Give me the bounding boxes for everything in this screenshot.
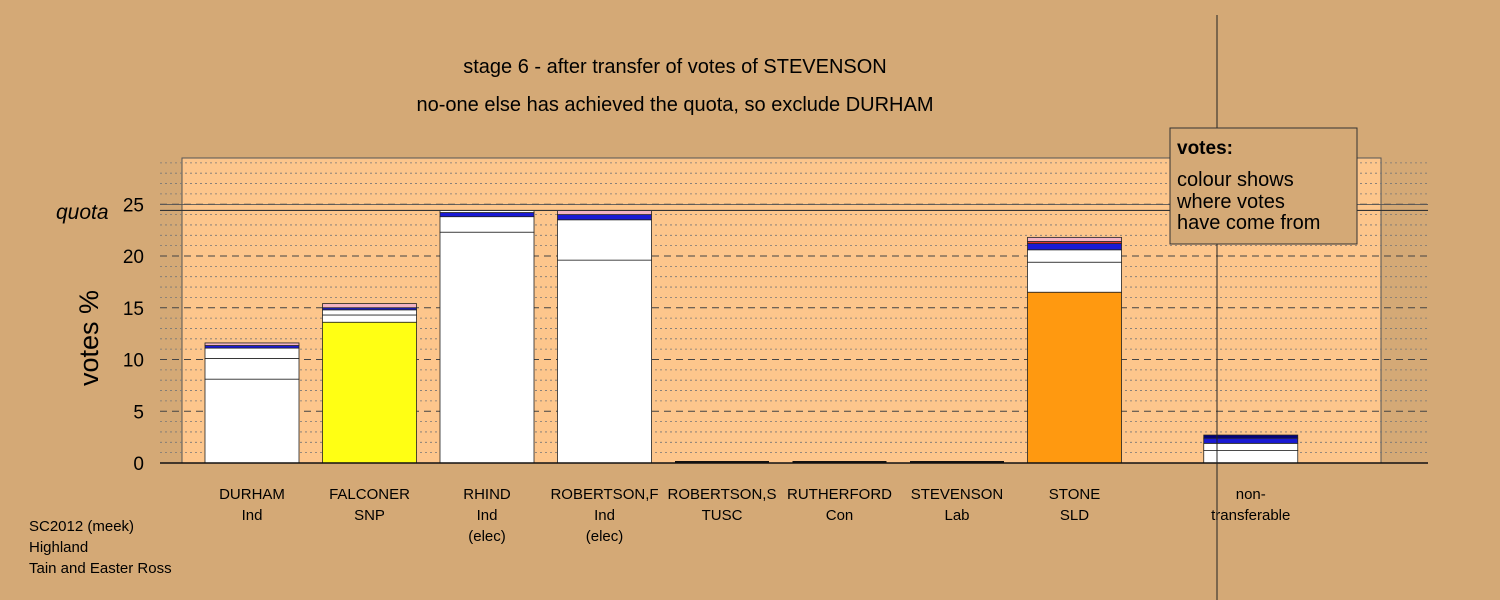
y-tick-label: 0 <box>133 454 144 475</box>
candidate-label: FALCONER <box>329 486 410 503</box>
candidate-label: TUSC <box>702 507 743 524</box>
candidate-label: DURHAM <box>219 486 285 503</box>
y-tick-labels: 0 5 10 15 20 25 <box>123 195 144 475</box>
bar-segment <box>1027 243 1122 251</box>
candidate-label: RUTHERFORD <box>787 486 892 503</box>
legend-line: have come from <box>1177 212 1320 234</box>
candidate-label: (elec) <box>468 528 506 545</box>
y-tick-label: 20 <box>123 247 144 268</box>
bar-segment <box>204 378 300 464</box>
candidate-label: Con <box>826 507 854 524</box>
candidate-label: SLD <box>1060 507 1089 524</box>
candidate-label: Lab <box>944 507 969 524</box>
candidate-label: STEVENSON <box>911 486 1004 503</box>
y-tick-label: 25 <box>123 195 144 216</box>
candidate-label: Ind <box>594 507 615 524</box>
footer-line: Highland <box>29 539 88 556</box>
bar-segment <box>322 303 417 309</box>
bar-segment <box>557 214 652 221</box>
bar-segment <box>557 219 652 261</box>
bar-segment <box>1027 236 1122 242</box>
y-tick-label: 15 <box>123 299 144 320</box>
bar-segment <box>1203 450 1299 464</box>
legend-box: votes: colour shows where votes have com… <box>1169 127 1358 245</box>
candidate-bar <box>439 210 535 464</box>
candidate-bar <box>557 210 652 464</box>
footer-line: Tain and Easter Ross <box>29 560 172 577</box>
bar-segment <box>204 347 300 359</box>
candidate-bar <box>322 303 417 464</box>
bar-segment <box>322 314 417 323</box>
bar-segment <box>322 309 417 316</box>
legend-line: where votes <box>1176 191 1285 213</box>
legend-heading: votes: <box>1177 138 1233 159</box>
bar-segment <box>1203 434 1299 439</box>
candidate-label: Ind <box>242 507 263 524</box>
chart-title: stage 6 - after transfer of votes of STE… <box>463 56 887 78</box>
bar-segment <box>204 342 300 346</box>
candidate-label: Ind <box>477 507 498 524</box>
candidate-label: non- <box>1236 486 1266 503</box>
y-tick-label: 10 <box>123 351 144 372</box>
bar-segment <box>439 216 535 233</box>
candidate-label: ROBERTSON,F <box>550 486 658 503</box>
bar-segment <box>439 231 535 464</box>
bar-segment <box>439 212 535 218</box>
bars <box>204 210 1299 464</box>
legend-line: colour shows <box>1177 169 1294 191</box>
bar-segment <box>1027 249 1122 263</box>
candidate-label: RHIND <box>463 486 511 503</box>
bar-segment <box>1203 437 1299 444</box>
bar-segment <box>204 358 300 380</box>
candidate-labels: DURHAM Ind FALCONER SNP RHIND Ind (elec) ROBERT… <box>219 486 1290 545</box>
bar-segment <box>1203 442 1299 451</box>
y-tick-label: 5 <box>133 402 144 423</box>
chart-subtitle: no-one else has achieved the quota, so e… <box>417 94 934 116</box>
candidate-label: (elec) <box>586 528 624 545</box>
quota-label: quota <box>56 201 109 224</box>
candidate-label: SNP <box>354 507 385 524</box>
bar-segment <box>557 210 652 216</box>
bar-segment <box>1027 291 1122 464</box>
bar-segment <box>1027 261 1122 293</box>
footer-line: SC2012 (meek) <box>29 518 134 535</box>
candidate-label: transferable <box>1211 507 1290 524</box>
candidate-bar <box>1027 236 1122 464</box>
candidate-label: STONE <box>1049 486 1100 503</box>
bar-segment <box>557 259 652 464</box>
y-axis-label: votes % <box>74 290 104 386</box>
candidate-label: ROBERTSON,S <box>668 486 777 503</box>
bar-segment <box>322 321 417 464</box>
candidate-bar <box>1203 434 1299 464</box>
candidate-bar <box>204 342 300 464</box>
